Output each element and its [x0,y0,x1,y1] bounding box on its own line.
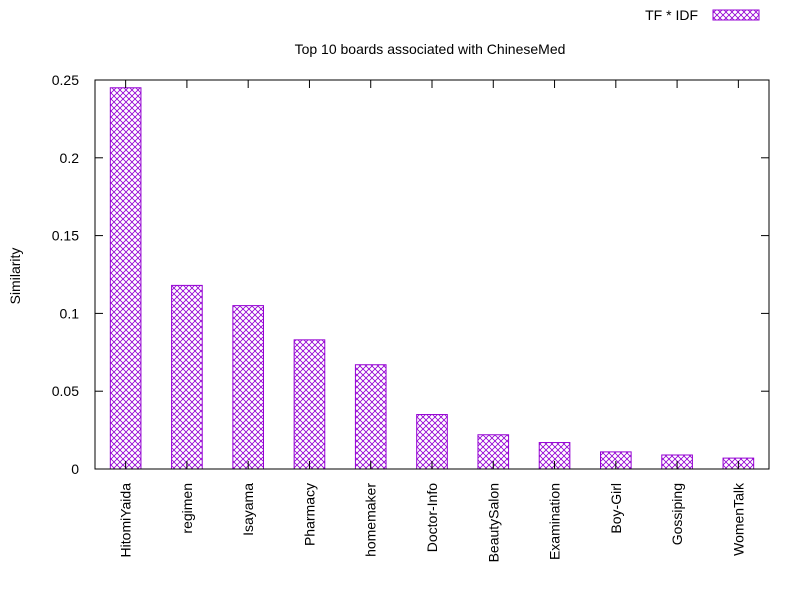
x-tick-label: Boy-Girl [608,483,624,534]
x-tick-label: Doctor-Info [424,483,440,552]
y-tick-label: 0.05 [52,383,79,399]
legend-swatch [712,9,760,21]
legend: TF * IDF [645,7,760,23]
plot-frame [94,79,770,470]
x-tick-label: Gossiping [669,483,685,545]
x-tick-label: BeautySalon [485,483,501,562]
bar-doctor-info [416,414,448,470]
bar-hitomiyaida [109,87,142,470]
x-tick-label: Pharmacy [301,483,317,546]
x-tick-label: WomenTalk [730,482,746,556]
bar-homemaker [354,364,387,470]
y-tick-label: 0 [71,461,79,477]
y-axis-label: Similarity [7,248,23,305]
y-axis-ticks: 0 0.05 0.1 0.15 0.2 0.25 [52,72,769,477]
chart-title: Top 10 boards associated with ChineseMed [295,41,566,57]
x-axis-ticks: HitomiYaida regimen Isayama Pharmacy homemak… [118,80,746,562]
y-tick-label: 0.2 [60,150,80,166]
x-tick-label: homemaker [363,483,379,557]
x-tick-label: Examination [547,483,563,560]
y-tick-label: 0.25 [52,72,79,88]
x-tick-label: Isayama [240,483,256,536]
legend-label: TF * IDF [645,7,698,23]
y-tick-label: 0.1 [60,305,80,321]
y-tick-label: 0.15 [52,228,79,244]
bar-series [109,87,755,470]
bar-isayama [232,305,264,470]
x-tick-label: regimen [179,483,195,534]
bar-regimen [171,284,203,470]
x-tick-label: HitomiYaida [118,483,134,558]
bar-pharmacy [293,339,326,470]
